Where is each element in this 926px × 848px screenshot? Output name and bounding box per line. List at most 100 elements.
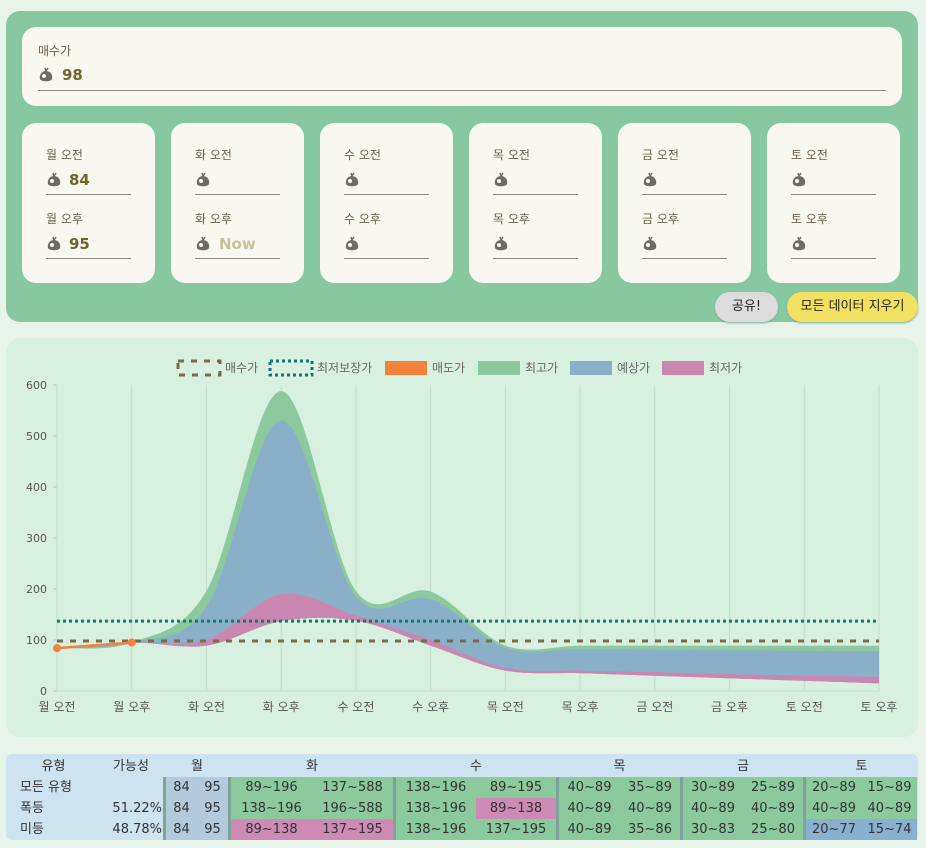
row-label: 미등: [20, 822, 44, 837]
divider: [393, 777, 396, 840]
price-cell: 95: [197, 798, 228, 819]
price-input[interactable]: Now: [219, 235, 256, 253]
header-cell: 토: [855, 759, 868, 774]
turnip-icon: [47, 172, 61, 187]
price-cell: 30~83: [683, 819, 743, 840]
day-label: 금 오전: [642, 148, 679, 162]
area: [57, 420, 879, 684]
day-label: 목 오후: [493, 212, 530, 226]
x-tick-label: 목 오전: [487, 700, 524, 714]
turnip-icon: [345, 236, 359, 251]
price-cell: 40~89: [559, 798, 620, 819]
probability: 51.22%: [112, 801, 162, 816]
area: [57, 593, 879, 684]
day-label: 월 오후: [46, 212, 83, 226]
row-label: 폭등: [20, 801, 44, 816]
price-cell: 95: [197, 819, 228, 840]
price-cell: 89~195: [476, 777, 556, 798]
underline: [344, 194, 429, 195]
x-tick-label: 월 오후: [113, 700, 150, 714]
x-tick-label: 화 오후: [263, 700, 300, 714]
legend-label: 최저가: [709, 361, 742, 375]
day-card: [171, 123, 304, 283]
price-cell: 137~195: [476, 819, 556, 840]
chart: 월 오전 월 오후 화 오전 화 오후 수 오전 수 오후 목 오전 목 오후 금 오전 금 오후…: [26, 359, 898, 714]
price-cell: 20~89: [806, 777, 862, 798]
x-tick-label: 수 오전: [337, 700, 374, 714]
day-card: [469, 123, 602, 283]
y-tick-label: 400: [26, 481, 47, 494]
underline: [46, 258, 131, 259]
price-cell: 84: [166, 819, 197, 840]
underline: [493, 258, 578, 259]
price-cell: 35~89: [620, 777, 680, 798]
turnip-icon: [643, 236, 657, 251]
x-tick-label: 토 오전: [786, 700, 823, 714]
buy-box: [22, 27, 902, 106]
underline: [642, 258, 727, 259]
probability: 48.78%: [112, 822, 162, 837]
y-tick-label: 100: [26, 634, 47, 647]
turnip-icon: [494, 172, 508, 187]
price-cell: 40~89: [806, 798, 862, 819]
divider: [680, 777, 683, 840]
day-label: 수 오후: [344, 212, 381, 226]
header-cell: 금: [737, 759, 749, 774]
y-tick-label: 500: [26, 430, 47, 443]
price-cell: 25~89: [743, 777, 803, 798]
legend-label: 매수가: [225, 361, 258, 375]
price-cell: 40~89: [862, 798, 917, 819]
divider: [556, 777, 559, 840]
legend-label: 최고가: [525, 361, 558, 375]
price-input[interactable]: 95: [69, 235, 90, 253]
y-tick-label: 0: [40, 685, 47, 698]
header-cell: 가능성: [113, 759, 149, 774]
turnip-icon: [345, 172, 359, 187]
day-label: 금 오후: [642, 212, 679, 226]
legend-label: 예상가: [617, 361, 650, 375]
price-cell: 20~77: [806, 819, 862, 840]
clear-button[interactable]: 모든 데이터 지우기: [787, 292, 918, 322]
day-label: 화 오전: [195, 148, 232, 162]
price-cell: 138~196: [396, 819, 476, 840]
turnip-icon: [196, 236, 210, 251]
x-tick-label: 화 오전: [188, 700, 225, 714]
price-input[interactable]: 84: [69, 171, 90, 189]
header-cell: 목: [613, 759, 626, 774]
turnip-icon: [494, 236, 508, 251]
divider: [163, 777, 166, 840]
x-tick-label: 토 오후: [861, 700, 898, 714]
day-label: 월 오전: [46, 148, 83, 162]
header-cell: 화: [306, 759, 318, 774]
underline: [493, 194, 578, 195]
price-cell: 40~89: [683, 798, 743, 819]
underline: [791, 194, 876, 195]
legend-swatch: [268, 359, 314, 377]
turnip-icon: [792, 172, 806, 187]
legend-swatch: [662, 361, 704, 375]
price-cell: 15~89: [862, 777, 917, 798]
share-button[interactable]: 공유!: [715, 292, 778, 322]
price-cell: 89~138: [231, 819, 312, 840]
price-cell: 89~138: [476, 798, 556, 819]
price-cell: 137~588: [312, 777, 393, 798]
x-tick-label: 금 오전: [636, 700, 673, 714]
point: [53, 644, 61, 653]
underline: [791, 258, 876, 259]
day-card: [618, 123, 751, 283]
divider: [803, 777, 806, 840]
price-cell: 40~89: [620, 798, 680, 819]
x-tick-label: 금 오후: [711, 700, 748, 714]
turnip-icon: [196, 172, 210, 187]
divider: [228, 777, 231, 840]
price-cell: 25~80: [743, 819, 803, 840]
price-cell: 30~89: [683, 777, 743, 798]
header-cell: 월: [191, 759, 203, 774]
legend-swatch: [176, 359, 222, 377]
price-cell: 40~89: [559, 777, 620, 798]
day-label: 화 오후: [195, 212, 232, 226]
turnip-icon: [39, 67, 53, 82]
underline: [195, 258, 280, 259]
price-cell: 137~195: [312, 819, 393, 840]
